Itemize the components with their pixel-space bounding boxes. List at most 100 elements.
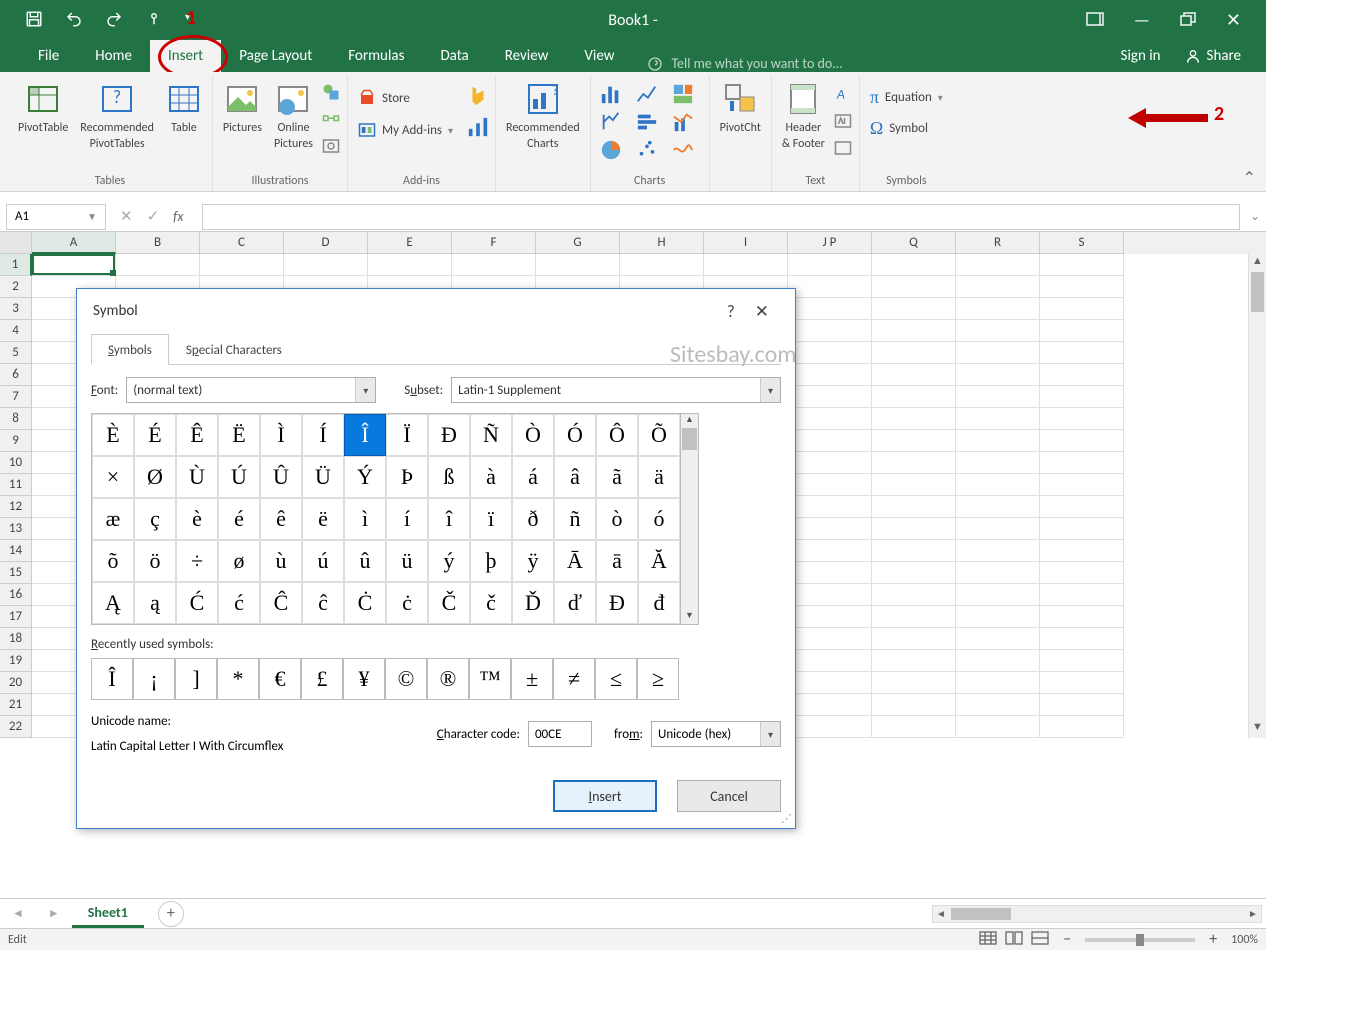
cell[interactable] [1040,386,1124,408]
cell[interactable] [872,540,956,562]
close-icon[interactable]: ✕ [1226,9,1241,31]
cell[interactable] [872,694,956,716]
symbol-grid-scrollbar[interactable]: ▲ ▼ [681,413,699,625]
tell-me-search[interactable]: Tell me what you want to do... [632,55,842,72]
dialog-close-icon[interactable]: ✕ [745,301,779,322]
cell[interactable] [956,628,1040,650]
cell[interactable] [788,254,872,276]
cell[interactable] [956,298,1040,320]
cell[interactable] [620,254,704,276]
symbol-cell[interactable]: ď [554,582,596,624]
symbol-cell[interactable]: æ [92,498,134,540]
row-header[interactable]: 2 [0,276,32,298]
row-header[interactable]: 4 [0,320,32,342]
subset-dropdown-icon[interactable]: ▾ [760,378,780,402]
signature-icon[interactable] [833,139,853,162]
store-button[interactable]: Store [354,87,457,109]
symbol-cell[interactable]: ð [512,498,554,540]
tab-symbols[interactable]: SSymbolsymbols [91,334,169,365]
from-combo[interactable]: Unicode (hex) ▾ [651,721,781,747]
recent-symbol-cell[interactable]: € [259,658,301,700]
cell[interactable] [956,254,1040,276]
cell[interactable] [956,452,1040,474]
symbol-cell[interactable]: Ô [596,414,638,456]
recent-symbol-cell[interactable]: ] [175,658,217,700]
column-header[interactable]: H [620,232,704,254]
cell[interactable] [956,496,1040,518]
symbol-cell[interactable]: ñ [554,498,596,540]
symbol-cell[interactable]: Ċ [344,582,386,624]
cancel-button[interactable]: Cancel [677,780,781,812]
column-header[interactable]: R [956,232,1040,254]
tab-insert[interactable]: Insert [150,40,221,72]
symbol-cell[interactable]: Ý [344,456,386,498]
cell[interactable] [788,364,872,386]
surface-chart-icon[interactable] [669,139,703,165]
pivotchart-button[interactable]: PivotCht [716,79,765,139]
normal-view-icon[interactable] [979,931,997,949]
pivottable-button[interactable]: PivotTable [14,79,72,139]
cell[interactable] [1040,496,1124,518]
cell[interactable] [872,628,956,650]
symgrid-scroll-up-icon[interactable]: ▲ [681,414,698,428]
cell[interactable] [1040,540,1124,562]
select-all-corner[interactable] [0,232,32,254]
tab-page-layout[interactable]: Page Layout [221,40,330,72]
dialog-title-bar[interactable]: Symbol ? ✕ [77,289,795,333]
recent-symbol-cell[interactable]: ¡ [133,658,175,700]
symbol-cell[interactable]: ý [428,540,470,582]
symbol-cell[interactable]: ċ [386,582,428,624]
row-header[interactable]: 1 [0,254,32,276]
cell[interactable] [872,562,956,584]
symbol-cell[interactable]: é [218,498,260,540]
cell[interactable] [872,430,956,452]
recent-symbol-cell[interactable]: * [217,658,259,700]
insert-button[interactable]: Insert [553,780,657,812]
expand-formula-bar-icon[interactable]: ⌄ [1244,209,1266,224]
row-header[interactable]: 21 [0,694,32,716]
cell[interactable] [956,474,1040,496]
cell[interactable] [956,430,1040,452]
cell[interactable] [788,540,872,562]
cell[interactable] [872,650,956,672]
cell[interactable] [872,386,956,408]
cell[interactable] [116,254,200,276]
symbol-cell[interactable]: Ð [428,414,470,456]
symbol-cell[interactable]: Ò [512,414,554,456]
symbol-cell[interactable]: đ [638,582,680,624]
cell[interactable] [1040,408,1124,430]
cell[interactable] [872,606,956,628]
symbol-cell[interactable]: ê [260,498,302,540]
row-header[interactable]: 20 [0,672,32,694]
share-button[interactable]: Share [1175,40,1251,72]
cell[interactable] [788,474,872,496]
cell[interactable] [956,716,1040,738]
sheet-tab-sheet1[interactable]: Sheet1 [72,900,144,928]
row-header[interactable]: 12 [0,496,32,518]
dialog-resize-grip[interactable]: ⋰ [781,812,792,825]
row-header[interactable]: 7 [0,386,32,408]
symbol-cell[interactable]: Î [344,414,386,456]
recent-symbol-cell[interactable]: © [385,658,427,700]
cell[interactable] [788,430,872,452]
cell[interactable] [788,298,872,320]
symbol-cell[interactable]: ā [596,540,638,582]
vscroll-thumb[interactable] [1251,272,1264,312]
treemap-chart-icon[interactable] [669,83,703,109]
zoom-slider[interactable] [1085,938,1195,942]
cell[interactable] [872,342,956,364]
touch-mode-icon[interactable] [145,10,165,30]
formula-input[interactable] [202,204,1240,230]
equation-button[interactable]: π Equation ▾ [866,85,947,110]
cell[interactable] [956,408,1040,430]
cell[interactable] [788,386,872,408]
symbol-cell[interactable]: á [512,456,554,498]
symbol-cell[interactable]: Û [260,456,302,498]
zoom-out-icon[interactable]: − [1063,930,1071,949]
sheet-nav-prev-icon[interactable]: ◄ [0,906,36,921]
symbol-cell[interactable]: è [176,498,218,540]
symbol-cell[interactable]: ú [302,540,344,582]
cell[interactable] [1040,518,1124,540]
recent-symbol-cell[interactable]: ® [427,658,469,700]
cell[interactable] [872,320,956,342]
